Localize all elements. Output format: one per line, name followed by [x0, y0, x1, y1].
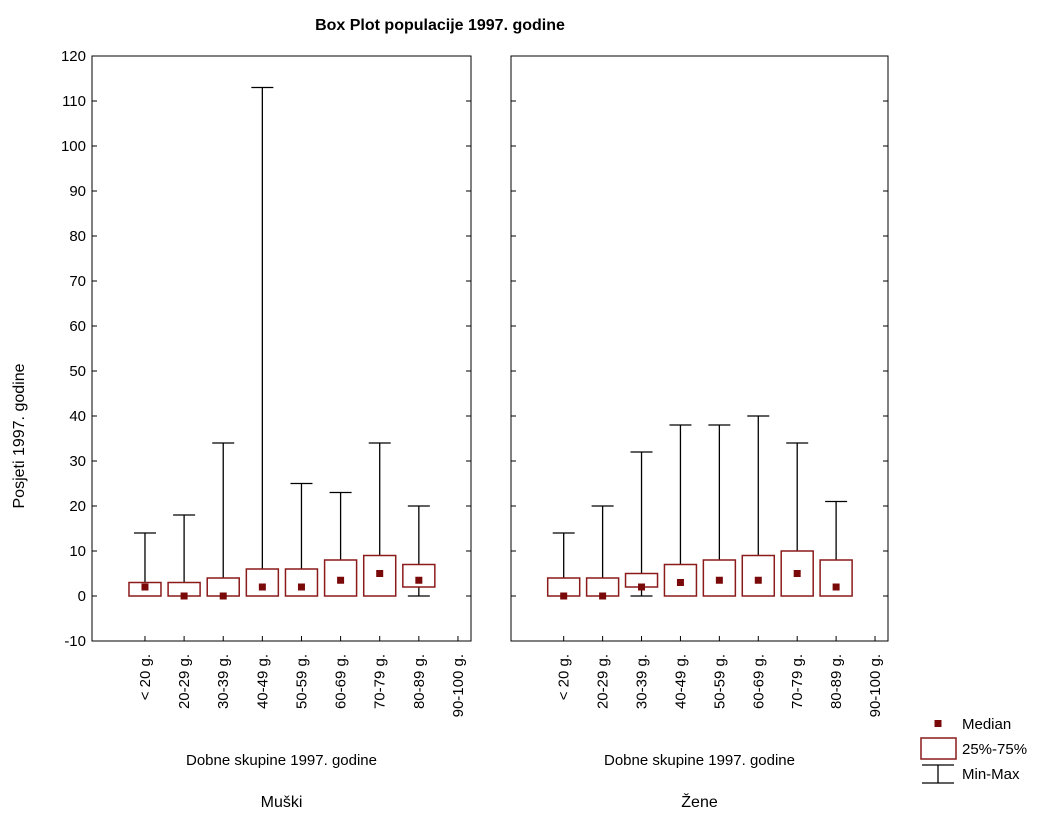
y-tick-label: 120 [61, 48, 86, 65]
x-tick-label: 80-89 g. [411, 654, 428, 709]
median-marker [754, 576, 762, 584]
x-tick-label: 80-89 g. [828, 654, 845, 709]
iqr-box [362, 554, 397, 597]
box-2-3 [624, 451, 659, 597]
x-tick-label: 70-79 g. [372, 654, 389, 709]
box-1-6 [323, 491, 358, 597]
x-tick-label: 60-69 g. [750, 654, 767, 709]
box-2-7 [780, 442, 814, 597]
box-2-2 [585, 505, 620, 600]
box-2-1 [546, 532, 581, 600]
y-tick-label: 20 [69, 498, 86, 515]
panel-name: Muški [261, 794, 303, 811]
median-marker [793, 570, 801, 577]
x-tick-label: 40-49 g. [672, 654, 689, 709]
x-tick-label: 20-29 g. [176, 654, 193, 709]
box-2-5 [702, 424, 737, 597]
iqr-box [741, 554, 776, 597]
y-tick-label: 70 [69, 273, 86, 290]
box-1-1 [128, 532, 162, 597]
panel-name: Žene [681, 792, 718, 811]
legend-median-label: Median [962, 716, 1011, 733]
panel-2: < 20 g. 20-29 g. 30-39 g. 40-49 g. 50-59 g. 6… [510, 55, 889, 811]
iqr-box [819, 559, 853, 597]
y-tick-label: 100 [61, 138, 86, 155]
x-tick-label: < 20 g. [556, 654, 573, 700]
box-2-6 [741, 415, 776, 597]
legend: Median 25%-75% Min-Max [920, 716, 1027, 784]
median-marker [832, 583, 840, 591]
x-tick-label: 50-59 g. [711, 654, 728, 709]
iqr-box [284, 568, 319, 597]
y-tick-label: 10 [69, 543, 86, 560]
box-1-4 [245, 86, 280, 597]
x-tick-label: 30-39 g. [634, 654, 651, 709]
iqr-box [245, 568, 280, 597]
y-tick-label: 50 [69, 363, 86, 380]
median-marker [297, 583, 305, 591]
x-tick-label: 90-100 g. [867, 654, 884, 717]
median-marker [376, 570, 384, 577]
y-tick-label: 80 [69, 228, 86, 245]
median-marker [560, 592, 568, 600]
median-marker [337, 576, 345, 584]
y-tick-label: 60 [69, 318, 86, 335]
y-tick-label: 0 [78, 588, 86, 605]
median-marker [180, 592, 188, 600]
median-marker [638, 583, 646, 591]
plot-frame [91, 55, 472, 642]
legend-minmax-label: Min-Max [962, 766, 1020, 783]
x-tick-label: 20-29 g. [595, 654, 612, 709]
y-axis-label: Posjeti 1997. godine [11, 363, 28, 508]
chart-title: Box Plot populacije 1997. godine [315, 17, 565, 34]
x-tick-label: 70-79 g. [789, 654, 806, 709]
y-tick-label: -10 [64, 633, 86, 650]
plot-frame [510, 55, 889, 642]
box-1-2 [167, 514, 201, 600]
box-1-8 [402, 505, 436, 597]
box-1-5 [284, 482, 319, 597]
x-tick-label: 60-69 g. [333, 654, 350, 709]
median-marker [415, 576, 423, 584]
panels-layer: -10 0 10 20 30 40 50 60 70 80 90 100 110 120 < 20 g. 20… [61, 48, 889, 811]
y-tick-label: 90 [69, 183, 86, 200]
x-tick-label: < 20 g. [137, 654, 154, 700]
y-tick-label: 40 [69, 408, 86, 425]
median-marker [258, 583, 266, 591]
median-marker [599, 592, 607, 600]
legend-median-swatch [934, 720, 942, 727]
median-marker [141, 583, 149, 591]
box-1-3 [206, 442, 240, 600]
box-2-8 [819, 500, 853, 597]
panel-1: -10 0 10 20 30 40 50 60 70 80 90 100 110 120 < 20 g. 20… [61, 48, 472, 811]
y-tick-label: 30 [69, 453, 86, 470]
y-tick-label: 110 [62, 93, 86, 110]
x-tick-label: 40-49 g. [254, 654, 271, 709]
median-marker [715, 576, 723, 584]
x-axis-label: Dobne skupine 1997. godine [186, 752, 377, 769]
median-marker [676, 579, 684, 586]
x-tick-label: 50-59 g. [293, 654, 310, 709]
legend-box-swatch [920, 737, 957, 760]
box-1-7 [362, 442, 397, 597]
iqr-box [402, 563, 436, 588]
x-axis-label: Dobne skupine 1997. godine [604, 752, 795, 769]
x-tick-label: 30-39 g. [215, 654, 232, 709]
median-marker [219, 592, 227, 600]
box-2-4 [663, 424, 698, 597]
x-tick-label: 90-100 g. [450, 654, 467, 717]
legend-box-label: 25%-75% [962, 741, 1027, 758]
